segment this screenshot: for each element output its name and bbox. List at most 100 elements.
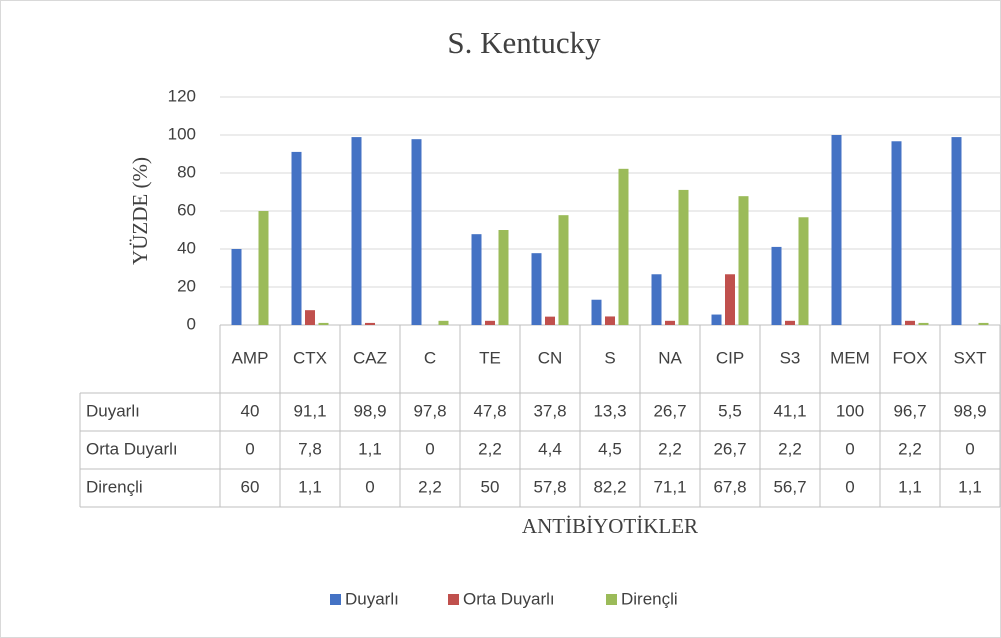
bar <box>618 168 629 325</box>
bar <box>831 135 842 325</box>
table-cell: 7,8 <box>298 439 322 458</box>
bar <box>918 322 929 325</box>
table-cell: 26,7 <box>653 401 686 420</box>
table-cell: 41,1 <box>773 401 806 420</box>
table-cell: 71,1 <box>653 477 686 496</box>
table-cell: 67,8 <box>713 477 746 496</box>
bar <box>651 274 662 325</box>
table-cell: 98,9 <box>953 401 986 420</box>
table-cell: 50 <box>481 477 500 496</box>
table-row-label: Orta Duyarlı <box>86 439 178 458</box>
bar <box>531 253 542 325</box>
bar <box>231 249 242 325</box>
legend-label: Dirençli <box>621 589 678 608</box>
bar <box>725 274 735 325</box>
table-cell: 0 <box>845 439 854 458</box>
bar <box>258 211 269 325</box>
bar <box>438 320 449 325</box>
table-cell: 40 <box>241 401 260 420</box>
bar <box>485 320 495 325</box>
x-tick-label: MEM <box>830 348 870 367</box>
bar <box>678 189 689 325</box>
legend-label: Orta Duyarlı <box>463 589 555 608</box>
table-cell: 47,8 <box>473 401 506 420</box>
table-cell: 2,2 <box>898 439 922 458</box>
x-tick-label: TE <box>479 348 501 367</box>
x-tick-label: C <box>424 348 436 367</box>
table-cell: 98,9 <box>353 401 386 420</box>
bar <box>351 137 362 325</box>
table-cell: 2,2 <box>778 439 802 458</box>
bar <box>291 151 302 325</box>
table-cell: 5,5 <box>718 401 742 420</box>
y-tick-label: 60 <box>177 200 196 219</box>
y-tick-label: 80 <box>177 162 196 181</box>
table-cell: 1,1 <box>358 439 382 458</box>
y-tick-label: 20 <box>177 276 196 295</box>
x-tick-label: S3 <box>780 348 801 367</box>
table-cell: 56,7 <box>773 477 806 496</box>
y-tick-label: 0 <box>187 314 196 333</box>
chart-title: S. Kentucky <box>447 25 601 60</box>
table-cell: 0 <box>845 477 854 496</box>
legend-label: Duyarlı <box>345 589 399 608</box>
bar <box>498 230 509 325</box>
table-cell: 97,8 <box>413 401 446 420</box>
table-cell: 2,2 <box>478 439 502 458</box>
bar <box>711 314 722 325</box>
table-cell: 57,8 <box>533 477 566 496</box>
table-row-label: Duyarlı <box>86 401 140 420</box>
table-cell: 26,7 <box>713 439 746 458</box>
table-cell: 0 <box>365 477 374 496</box>
table-row-label: Dirençli <box>86 477 143 496</box>
y-tick-label: 40 <box>177 238 196 257</box>
table-cell: 2,2 <box>418 477 442 496</box>
x-tick-label: CIP <box>716 348 744 367</box>
table-cell: 91,1 <box>293 401 326 420</box>
bar <box>558 215 569 325</box>
bar <box>738 196 749 325</box>
bar <box>891 141 902 325</box>
bar <box>365 322 375 325</box>
table-cell: 96,7 <box>893 401 926 420</box>
y-tick-label: 100 <box>168 124 196 143</box>
table-cell: 13,3 <box>593 401 626 420</box>
table-cell: 60 <box>241 477 260 496</box>
legend-swatch <box>606 594 617 605</box>
x-tick-label: S <box>604 348 615 367</box>
bar <box>978 322 989 325</box>
x-tick-label: CAZ <box>353 348 387 367</box>
bar <box>605 316 615 325</box>
bar <box>411 139 422 325</box>
x-tick-label: SXT <box>953 348 986 367</box>
x-tick-label: CTX <box>293 348 327 367</box>
bar <box>798 217 809 325</box>
bar <box>905 320 915 325</box>
bar <box>471 234 482 325</box>
x-tick-label: NA <box>658 348 682 367</box>
x-tick-label: FOX <box>893 348 928 367</box>
legend-swatch <box>330 594 341 605</box>
bar <box>771 246 782 325</box>
y-axis-label: YÜZDE (%) <box>128 157 152 265</box>
x-axis-label: ANTİBİYOTİKLER <box>522 514 698 538</box>
table-cell: 0 <box>245 439 254 458</box>
x-tick-label: AMP <box>232 348 269 367</box>
table-cell: 4,5 <box>598 439 622 458</box>
x-tick-label: CN <box>538 348 563 367</box>
table-cell: 1,1 <box>898 477 922 496</box>
table-cell: 2,2 <box>658 439 682 458</box>
bar <box>951 137 962 325</box>
table-cell: 82,2 <box>593 477 626 496</box>
y-tick-label: 120 <box>168 86 196 105</box>
table-cell: 0 <box>425 439 434 458</box>
bar <box>591 299 602 325</box>
bar <box>665 320 675 325</box>
bar <box>305 310 315 325</box>
table-cell: 100 <box>836 401 864 420</box>
bar <box>545 316 555 325</box>
table-cell: 0 <box>965 439 974 458</box>
table-cell: 1,1 <box>298 477 322 496</box>
table-cell: 37,8 <box>533 401 566 420</box>
